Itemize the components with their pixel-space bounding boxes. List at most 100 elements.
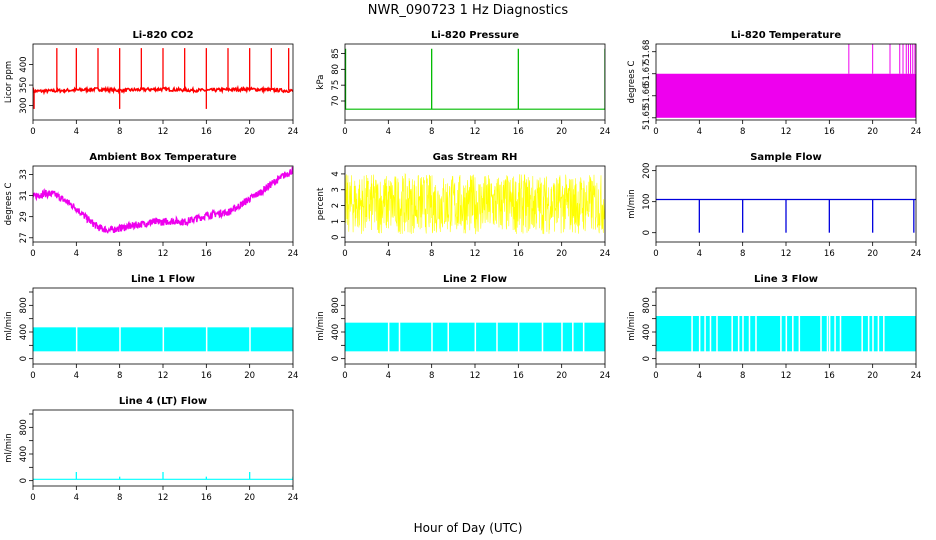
line-2-flow-segment xyxy=(519,322,542,352)
ambient-box-temperature-x-tick-label: 12 xyxy=(158,249,169,259)
line-3-flow-series xyxy=(656,316,916,352)
li-820-co2-y-tick-label: 300 xyxy=(19,98,29,114)
line-3-flow-segment xyxy=(884,316,916,352)
li-820-pressure-y-tick-label: 80 xyxy=(331,64,341,75)
line-1-flow-y-tick-label: 800 xyxy=(19,297,29,313)
line-1-flow-x-tick-label: 16 xyxy=(201,371,212,381)
line-2-flow-x-tick-label: 12 xyxy=(470,371,481,381)
line-3-flow-segment xyxy=(830,316,835,352)
line-2-flow-y-tick-label: 400 xyxy=(331,324,341,340)
ambient-box-temperature-y-tick-label: 33 xyxy=(19,169,29,180)
li-820-co2-title: Li-820 CO2 xyxy=(132,30,193,41)
li-820-co2-x-tick-label: 12 xyxy=(158,127,169,137)
gas-stream-rh-x-tick-label: 8 xyxy=(429,249,434,259)
line-2-flow-title: Line 2 Flow xyxy=(443,274,507,285)
panel-ambient-box-temperature: Ambient Box Temperature degrees C 0 4 8 12 16 2… xyxy=(4,152,298,259)
line-1-flow-series xyxy=(33,327,293,352)
li-820-temperature-y-tick-label: 51.68 xyxy=(642,40,652,64)
li-820-pressure-x-tick-label: 20 xyxy=(556,127,567,137)
line-1-flow-segment xyxy=(33,327,76,352)
sample-flow-x-tick-label: 8 xyxy=(740,249,745,259)
line-2-flow-x-tick-label: 24 xyxy=(600,371,611,381)
line-2-flow-x-tick-label: 4 xyxy=(386,371,391,381)
li-820-pressure-y-tick-label: 85 xyxy=(331,48,341,59)
line-2-flow-segment xyxy=(573,322,583,352)
line-3-flow-segment xyxy=(705,316,710,352)
line-3-flow-segment xyxy=(692,316,699,352)
line-1-flow-segment xyxy=(250,327,293,352)
li-820-pressure-x-tick-label: 16 xyxy=(513,127,524,137)
sample-flow-x-tick-label: 16 xyxy=(824,249,835,259)
line-3-flow-segment xyxy=(793,316,799,352)
gas-stream-rh-x-tick-label: 24 xyxy=(600,249,611,259)
line-4-lt-flow-x-tick-label: 4 xyxy=(74,493,79,503)
ambient-box-temperature-x-tick-label: 4 xyxy=(74,249,79,259)
line-3-flow-segment xyxy=(873,316,878,352)
line-3-flow-segment xyxy=(739,316,743,352)
line-3-flow-segment xyxy=(821,316,827,352)
line-1-flow-frame xyxy=(32,287,294,365)
line-1-flow-x-tick-label: 0 xyxy=(30,371,35,381)
line-1-flow-title: Line 1 Flow xyxy=(131,274,195,285)
li-820-pressure-x-tick-label: 4 xyxy=(386,127,391,137)
line-3-flow-segment xyxy=(717,316,732,352)
line-3-flow-segment xyxy=(743,316,749,352)
gas-stream-rh-y-tick-label: 0 xyxy=(331,235,341,240)
line-4-lt-flow-y-tick-label: 0 xyxy=(19,478,29,483)
line-4-lt-flow-y-tick-label: 400 xyxy=(19,446,29,462)
ambient-box-temperature-x-tick-label: 0 xyxy=(30,249,35,259)
line-2-flow-segment xyxy=(476,322,497,352)
li-820-co2-x-tick-label: 20 xyxy=(244,127,255,137)
line-2-flow-x-tick-label: 16 xyxy=(513,371,524,381)
gas-stream-rh-x-tick-label: 0 xyxy=(342,249,347,259)
line-2-flow-x-tick-label: 0 xyxy=(342,371,347,381)
ambient-box-temperature-y-label: degrees C xyxy=(4,183,14,226)
li-820-co2-y-tick-label: 400 xyxy=(19,56,29,72)
li-820-temperature-y-tick-label: 51.66 xyxy=(642,84,652,108)
li-820-pressure-x-tick-label: 12 xyxy=(470,127,481,137)
line-1-flow-x-tick-label: 24 xyxy=(288,371,299,381)
li-820-pressure-x-tick-label: 8 xyxy=(429,127,434,137)
line-3-flow-x-tick-label: 4 xyxy=(697,371,702,381)
gas-stream-rh-x-tick-label: 4 xyxy=(386,249,391,259)
line-3-flow-y-tick-label: 800 xyxy=(642,297,652,313)
li-820-pressure-y-tick-label: 70 xyxy=(331,96,341,107)
line-3-flow-x-tick-label: 20 xyxy=(867,371,878,381)
line-4-lt-flow-y-tick-label: 800 xyxy=(19,419,29,435)
gas-stream-rh-y-tick-label: 4 xyxy=(331,171,341,176)
li-820-temperature-x-tick-label: 0 xyxy=(653,127,658,137)
line-1-flow-segment xyxy=(164,327,206,352)
panel-li-820-temperature: Li-820 Temperature degrees C 0 4 8 12 16 20 24 51… xyxy=(627,30,921,137)
sample-flow-y-tick-label: 200 xyxy=(642,163,652,179)
line-2-flow-segment xyxy=(400,322,432,352)
sample-flow-series xyxy=(656,198,916,233)
sample-flow-y-tick-label: 0 xyxy=(642,230,652,235)
gas-stream-rh-y-label: percent xyxy=(316,187,326,220)
gas-stream-rh-x-tick-label: 16 xyxy=(513,249,524,259)
line-1-flow-x-tick-label: 20 xyxy=(244,371,255,381)
sample-flow-title: Sample Flow xyxy=(750,152,822,163)
ambient-box-temperature-x-tick-label: 20 xyxy=(244,249,255,259)
figure-x-label: Hour of Day (UTC) xyxy=(414,521,523,535)
line-4-lt-flow-title: Line 4 (LT) Flow xyxy=(119,396,207,407)
li-820-co2-x-tick-label: 8 xyxy=(117,127,122,137)
gas-stream-rh-title: Gas Stream RH xyxy=(433,152,518,163)
li-820-pressure-x-tick-label: 0 xyxy=(342,127,347,137)
li-820-pressure-x-tick-label: 24 xyxy=(600,127,611,137)
line-1-flow-x-tick-label: 12 xyxy=(158,371,169,381)
li-820-co2-series xyxy=(33,48,293,109)
line-3-flow-segment xyxy=(800,316,821,352)
ambient-box-temperature-frame xyxy=(32,165,294,243)
li-820-temperature-x-tick-label: 16 xyxy=(824,127,835,137)
line-1-flow-y-tick-label: 400 xyxy=(19,324,29,340)
line-3-flow-segment xyxy=(787,316,793,352)
line-3-flow-segment xyxy=(828,316,829,352)
li-820-temperature-y-label: degrees C xyxy=(627,61,637,104)
li-820-pressure-y-label: kPa xyxy=(316,75,326,90)
line-4-lt-flow-x-tick-label: 0 xyxy=(30,493,35,503)
li-820-temperature-x-tick-label: 12 xyxy=(781,127,792,137)
line-2-flow-y-tick-label: 800 xyxy=(331,297,341,313)
line-3-flow-segment xyxy=(879,316,884,352)
